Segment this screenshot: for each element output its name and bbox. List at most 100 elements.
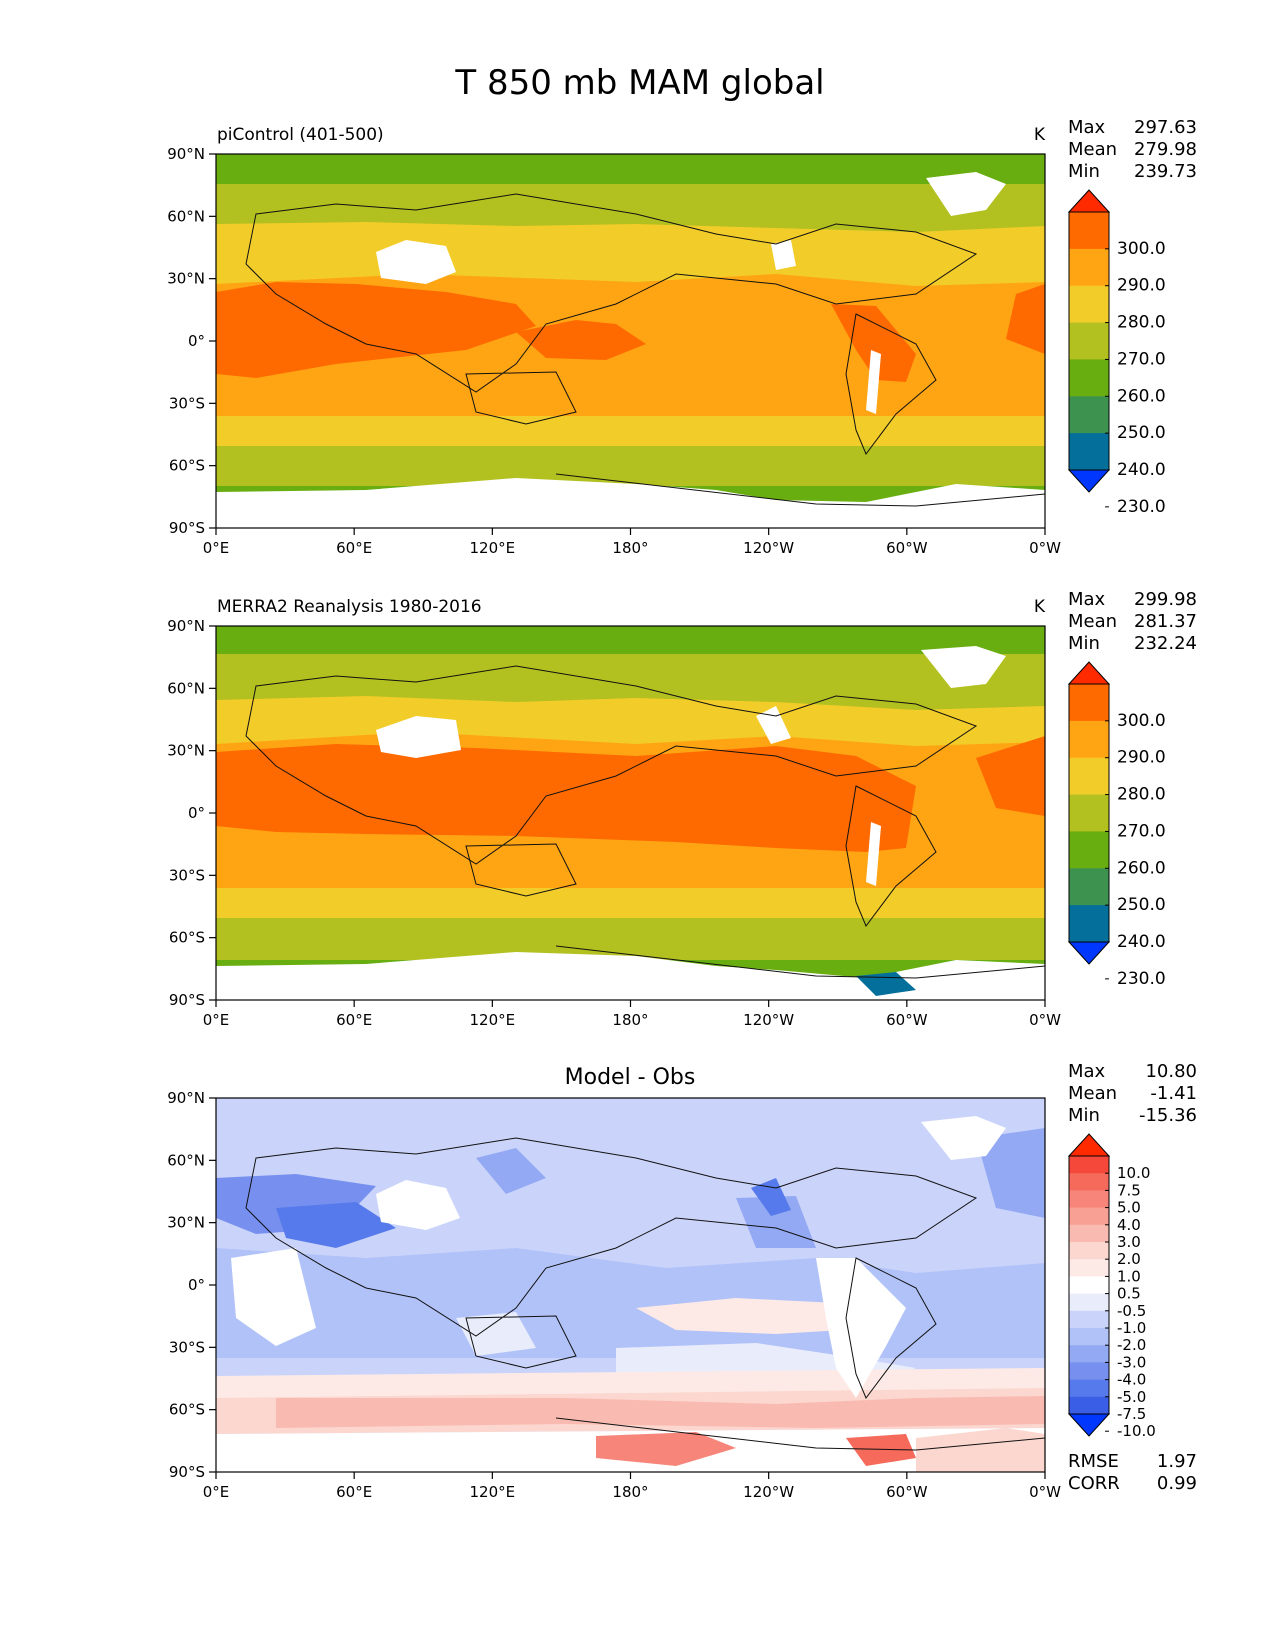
colorbar-label: 270.0 (1117, 821, 1166, 841)
lat-tick-label: 60°S (169, 929, 205, 947)
latitude-axis: 90°N 60°N 30°N 0° 30°S 60°S 90°S (167, 145, 216, 537)
stat-value: -15.36 (1139, 1105, 1197, 1126)
colorbar-label: 10.0 (1117, 1164, 1150, 1182)
colorbar-extend-min (1067, 1413, 1111, 1437)
colorbar-segment (1069, 359, 1109, 397)
latitude-axis: 90°N 60°N 30°N 0° 30°S 60°S 90°S (167, 617, 216, 1009)
colorbar-label: 5.0 (1117, 1199, 1141, 1217)
colorbar-extend-max (1067, 661, 1111, 685)
colorbar-label: 280.0 (1117, 785, 1166, 805)
lat-tick-label: 30°N (167, 270, 205, 288)
colorbar-label: 0.5 (1117, 1285, 1141, 1303)
stat-value: -1.41 (1150, 1083, 1197, 1104)
lat-tick-label: 30°N (167, 742, 205, 760)
stat-label: Min (1068, 161, 1100, 182)
colorbar-extend-max (1067, 189, 1111, 213)
stat-value: 10.80 (1145, 1061, 1197, 1082)
colorbar-label: 300.0 (1117, 711, 1166, 731)
stat-label: Min (1068, 633, 1100, 654)
lat-tick-label: 0° (188, 332, 205, 350)
lon-tick-label: 120°E (470, 1483, 516, 1501)
panel-left-title: MERRA2 Reanalysis 1980-2016 (217, 597, 482, 617)
colorbar-frame (1068, 211, 1110, 471)
colorbar-segment (1069, 1190, 1109, 1209)
longitude-axis: 0°E 60°E 120°E 180° 120°W 60°W 0°W (203, 1000, 1061, 1029)
lat-tick-label: 90°S (169, 519, 205, 537)
colorbar-label: 280.0 (1117, 313, 1166, 333)
colorbar-segment (1069, 1207, 1109, 1226)
lon-tick-label: 60°E (336, 1011, 372, 1029)
colorbar-segment (1069, 757, 1109, 796)
score-value: 1.97 (1157, 1451, 1197, 1472)
lon-tick-label: 0°E (203, 1011, 230, 1029)
lon-tick-label: 120°W (743, 1011, 794, 1029)
colorbar-label: 1.0 (1117, 1267, 1141, 1285)
colorbar-label: 260.0 (1117, 858, 1166, 878)
lat-tick-label: 30°S (169, 866, 205, 884)
figure-title: T 850 mb MAM global (454, 63, 824, 103)
lon-tick-label: 60°W (886, 1483, 928, 1501)
stat-label: Max (1068, 117, 1106, 138)
colorbar-label: 250.0 (1117, 423, 1166, 443)
colorbar-label: 270.0 (1117, 349, 1166, 369)
lon-tick-label: 0°E (203, 1483, 230, 1501)
lon-tick-label: 120°E (470, 1011, 516, 1029)
lat-tick-label: 60°S (169, 457, 205, 475)
colorbar-segment (1069, 1242, 1109, 1260)
lon-tick-label: 180° (612, 1483, 648, 1501)
lon-tick-label: 120°E (470, 539, 516, 557)
lat-tick-label: 90°S (169, 991, 205, 1009)
lat-tick-label: 60°N (167, 1151, 205, 1169)
map-field (216, 1098, 1045, 1472)
stat-label: Max (1068, 589, 1106, 610)
score-label: CORR (1068, 1473, 1120, 1494)
panel-picontrol: piControl (401-500) K 90°N 60°N 30°N 0° 30°S… (167, 117, 1197, 557)
colorbar-frame (1068, 1155, 1110, 1415)
colorbar: 10.07.55.04.03.02.01.00.5-0.5-1.0-2.0-3.… (1067, 1133, 1156, 1440)
stats-block: Max 299.98 Mean 281.37 Min 232.24 (1068, 589, 1197, 654)
colorbar-segment (1069, 1396, 1109, 1415)
colorbar-segment (1069, 322, 1109, 360)
colorbar-label: 240.0 (1117, 932, 1166, 952)
colorbar-segment (1069, 868, 1109, 906)
colorbar-extend-max (1067, 1133, 1111, 1157)
lon-tick-label: 120°W (743, 539, 794, 557)
stat-value: 299.98 (1134, 589, 1197, 610)
colorbar-label: 260.0 (1117, 386, 1166, 406)
colorbar-segment (1069, 248, 1109, 287)
lon-tick-label: 120°W (743, 1483, 794, 1501)
lat-tick-label: 90°N (167, 617, 205, 635)
lat-tick-label: 0° (188, 1276, 205, 1294)
lat-tick-label: 60°N (167, 207, 205, 225)
lon-tick-label: 60°E (336, 1483, 372, 1501)
lon-tick-label: 180° (612, 1011, 648, 1029)
colorbar-segment (1069, 1328, 1109, 1346)
panel-left-title: piControl (401-500) (217, 125, 384, 145)
lon-tick-label: 60°E (336, 539, 372, 557)
stat-label: Min (1068, 1105, 1100, 1126)
colorbar-segment (1069, 720, 1109, 759)
colorbar-segment (1069, 433, 1109, 471)
lat-tick-label: 0° (188, 804, 205, 822)
longitude-axis: 0°E 60°E 120°E 180° 120°W 60°W 0°W (203, 1472, 1061, 1501)
colorbar-segment (1069, 1293, 1109, 1312)
longitude-axis: 0°E 60°E 120°E 180° 120°W 60°W 0°W (203, 528, 1061, 557)
panel-center-title: Model - Obs (565, 1065, 696, 1090)
colorbar-label: 290.0 (1117, 276, 1166, 296)
lat-tick-label: 90°N (167, 1089, 205, 1107)
stat-value: 297.63 (1134, 117, 1197, 138)
stat-label: Mean (1068, 1083, 1117, 1104)
colorbar-segment (1069, 1156, 1109, 1174)
stat-value: 279.98 (1134, 139, 1197, 160)
lat-tick-label: 90°N (167, 145, 205, 163)
stat-label: Max (1068, 1061, 1106, 1082)
colorbar-frame (1068, 683, 1110, 943)
colorbar-segment (1069, 831, 1109, 869)
colorbar-label: -1.0 (1117, 1319, 1146, 1337)
colorbar-segment (1069, 1276, 1109, 1295)
score-block: RMSE 1.97 CORR 0.99 (1068, 1451, 1197, 1494)
colorbar: 300.0 290.0 280.0 270.0 260.0 250.0 240.0 230.0 (1067, 189, 1166, 517)
colorbar-segment (1069, 684, 1109, 722)
latitude-axis: 90°N 60°N 30°N 0° 30°S 60°S 90°S (167, 1089, 216, 1481)
colorbar-label: 230.0 (1117, 497, 1166, 517)
